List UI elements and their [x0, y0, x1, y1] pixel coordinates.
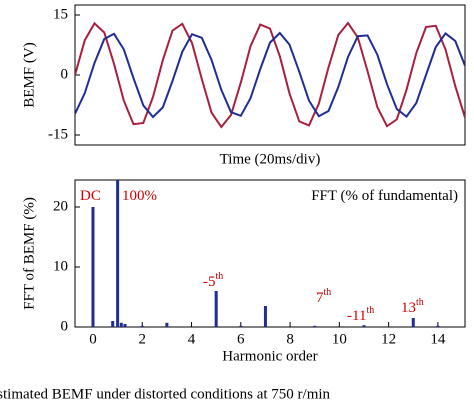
annotation-text: FFT (% of fundamental): [311, 188, 458, 204]
y-tick-label: 10: [53, 258, 68, 274]
annotation: 13th: [401, 297, 424, 316]
annotation: DC: [80, 188, 101, 204]
y-axis-label: FFT of BEMF (%): [21, 197, 37, 310]
x-tick-label: 6: [237, 331, 245, 347]
annotation-text: DC: [80, 188, 101, 204]
annotation-text: 100%: [122, 188, 157, 204]
plot-area: [91, 180, 440, 327]
annotation: -11th: [347, 305, 374, 324]
caption: Estimated BEMF under distorted condition…: [0, 386, 331, 400]
bar: [116, 180, 120, 327]
annotation-sup: th: [416, 297, 424, 308]
annotation: 100%: [122, 188, 157, 204]
waveform: [75, 21, 465, 129]
y-tick-label: 0: [61, 66, 69, 82]
bar: [263, 306, 267, 327]
bar: [91, 207, 95, 327]
x-tick-label: 14: [430, 331, 446, 347]
x-tick-label: 10: [332, 331, 347, 347]
annotation-text: -5: [203, 274, 216, 290]
bar: [411, 318, 415, 327]
plot-area: [75, 21, 465, 129]
bar: [165, 322, 169, 327]
bar: [111, 321, 115, 327]
plot-frame: [74, 179, 466, 328]
x-tick-label: 4: [188, 331, 196, 347]
bar: [140, 325, 144, 327]
x-tick-label: 8: [286, 331, 294, 347]
y-axis-label: BEMF (V): [21, 42, 37, 107]
annotation-text: 13: [401, 300, 416, 316]
bar: [436, 325, 440, 327]
annotation-sup: th: [216, 271, 224, 282]
y-tick-label: -15: [48, 126, 68, 142]
annotation-sup: th: [324, 287, 332, 298]
x-tick-label: 12: [381, 331, 396, 347]
y-tick-label: 0: [61, 318, 69, 334]
annotation: 7th: [316, 287, 331, 306]
annotation-sup: th: [366, 305, 374, 316]
annotation: FFT (% of fundamental): [311, 188, 458, 204]
annotation: -5th: [203, 271, 223, 290]
annotation-text: 7: [316, 290, 324, 306]
bar: [119, 322, 123, 327]
annotation-text: -11: [347, 308, 366, 324]
bar: [123, 324, 127, 327]
bar: [214, 291, 218, 327]
x-tick-label: 2: [139, 331, 147, 347]
bar: [313, 325, 317, 327]
y-tick-label: 15: [53, 6, 68, 22]
waveform: [75, 31, 465, 119]
x-axis-label: Harmonic order: [222, 348, 317, 364]
bar: [239, 325, 243, 327]
x-axis-label: Time (20ms/div): [220, 151, 321, 167]
y-tick-label: 20: [53, 198, 68, 214]
bar: [362, 325, 366, 327]
x-tick-label: 0: [89, 331, 97, 347]
